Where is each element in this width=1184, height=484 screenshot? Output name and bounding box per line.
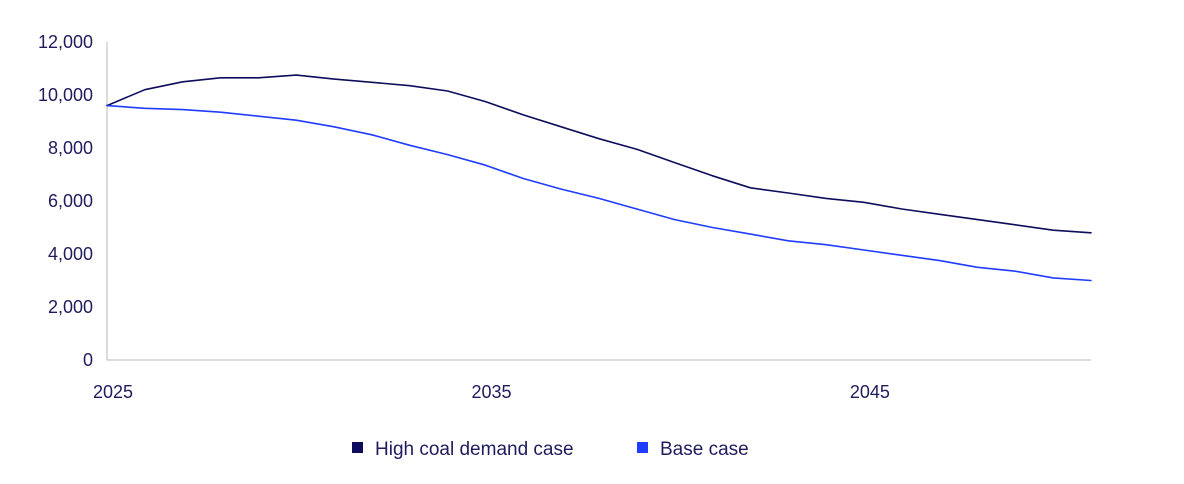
y-axis: 0 2,000 4,000 6,000 8,000 10,000 12,000 [38,32,108,370]
y-tick-label: 8,000 [48,138,93,158]
y-tick-label: 6,000 [48,191,93,211]
legend-swatch [352,442,363,453]
x-tick-label: 2025 [93,382,133,402]
series-line-high-coal-demand-case [106,74,1092,234]
y-tick-label: 12,000 [38,32,93,52]
x-axis: 2025 2035 2045 [93,359,1091,402]
legend-label: Base case [660,439,749,460]
y-tick-label: 4,000 [48,244,93,264]
x-tick-label: 2035 [471,382,511,402]
y-tick-label: 0 [83,350,93,370]
series-line-base-case [106,104,1092,282]
legend-label: High coal demand case [375,439,574,460]
y-tick-label: 2,000 [48,297,93,317]
series-lines [106,74,1092,282]
y-tick-label: 10,000 [38,85,93,105]
legend: High coal demand case Base case [352,439,749,460]
legend-swatch [637,442,648,453]
x-tick-label: 2045 [850,382,890,402]
